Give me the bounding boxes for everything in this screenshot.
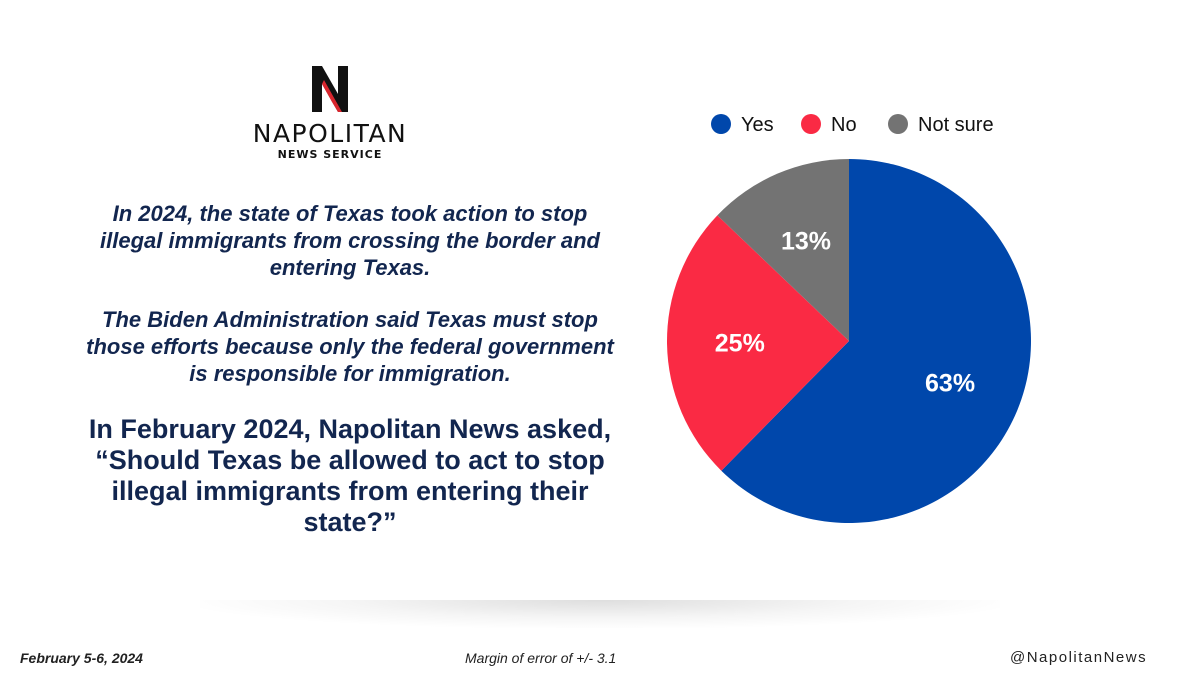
legend-label-not-sure: Not sure <box>918 114 994 136</box>
pie-label-not-sure: 13% <box>781 228 831 256</box>
brand-subtitle: NEWS SERVICE <box>277 148 383 161</box>
pie-label-yes: 63% <box>925 369 975 397</box>
poll-question: In February 2024, Napolitan News asked, … <box>88 414 612 537</box>
chart-legend: Yes No Not sure <box>711 114 994 136</box>
legend-swatch-yes <box>711 114 731 134</box>
napolitan-logo: NAPOLITAN NEWS SERVICE <box>230 64 430 174</box>
pie-chart: Yes No Not sure 63% 25% 13% <box>667 114 1031 523</box>
pie-slice-yes <box>721 159 1031 523</box>
legend-label-yes: Yes <box>741 114 774 136</box>
legend-swatch-not-sure <box>888 114 908 134</box>
intro-paragraph-2: The Biden Administration said Texas must… <box>86 307 614 386</box>
decorative-shadow <box>200 600 1000 628</box>
footer-social-handle: @NapolitanNews <box>1010 649 1148 666</box>
pie-slice-no <box>667 215 849 471</box>
pie-labels: 63% 25% 13% <box>715 228 975 398</box>
legend-label-no: No <box>831 114 857 136</box>
napolitan-n-icon <box>312 66 348 112</box>
intro-paragraph-1: In 2024, the state of Texas took action … <box>100 201 600 280</box>
legend-swatch-no <box>801 114 821 134</box>
pie-slices <box>667 159 1031 523</box>
pie-label-no: 25% <box>715 330 765 358</box>
footer-date: February 5-6, 2024 <box>20 650 143 666</box>
pie-slice-not-sure <box>717 159 849 341</box>
footer-margin-of-error: Margin of error of +/- 3.1 <box>465 650 617 666</box>
brand-name: NAPOLITAN <box>252 119 408 148</box>
